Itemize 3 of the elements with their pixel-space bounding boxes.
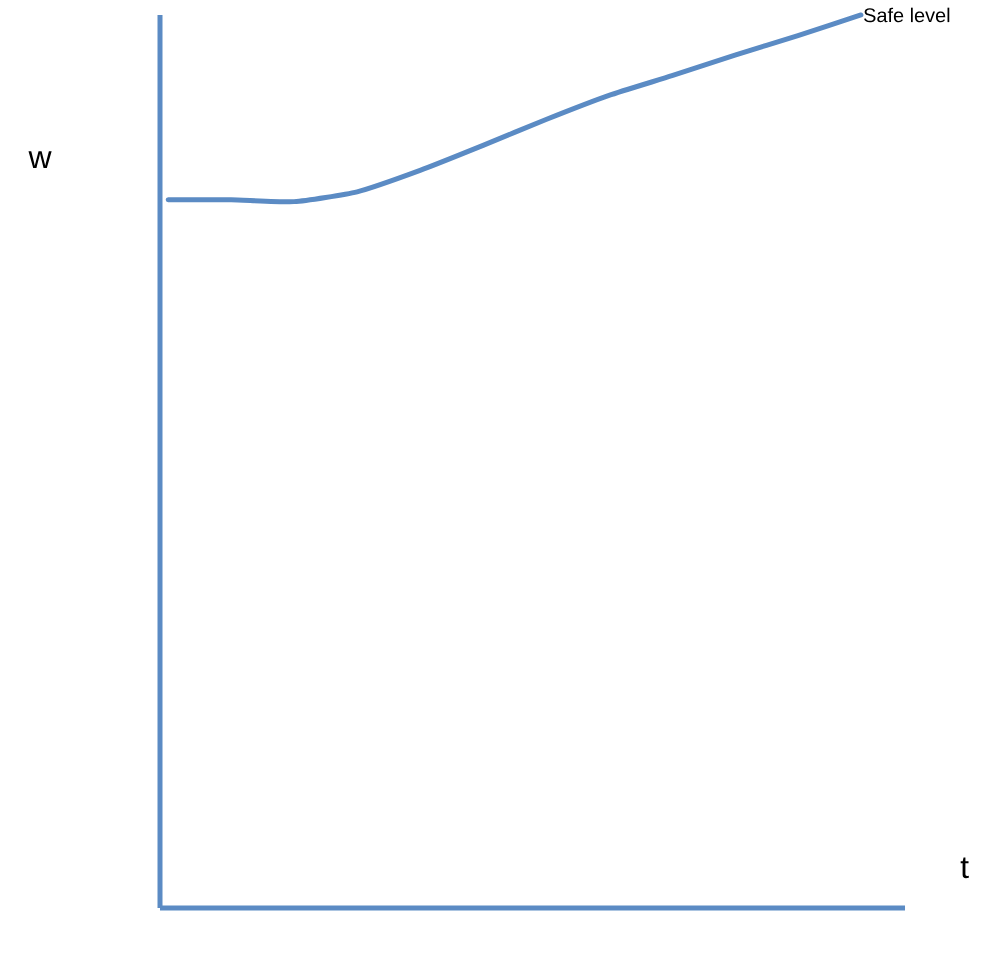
x-axis-title: t <box>960 857 969 879</box>
series-label: Safe level <box>864 7 950 23</box>
y-axis-title: w <box>28 151 52 169</box>
